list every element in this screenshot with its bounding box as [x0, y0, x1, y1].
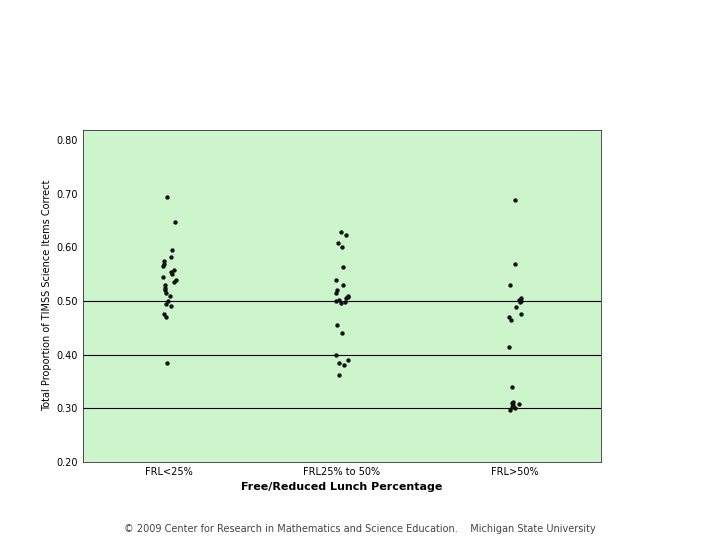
Point [338, 281, 349, 289]
Point [507, 401, 518, 410]
Point [331, 321, 343, 329]
Point [170, 218, 181, 226]
Point [161, 289, 172, 298]
Point [159, 281, 171, 289]
Point [161, 299, 172, 308]
Text: MN Students Overall Percent Correct on TIMSS 2007
Science Eighth Grade Test by P: MN Students Overall Percent Correct on T… [94, 17, 626, 80]
Point [163, 291, 175, 300]
Point [159, 286, 171, 295]
Point [158, 256, 170, 265]
Point [343, 292, 354, 301]
Point [515, 310, 526, 319]
Y-axis label: Total Proportion of TIMSS Science Items Correct: Total Proportion of TIMSS Science Items … [42, 180, 53, 411]
Point [503, 342, 514, 351]
Point [510, 303, 522, 312]
Point [338, 263, 349, 272]
Point [516, 294, 527, 302]
Point [161, 358, 173, 367]
Point [330, 296, 342, 305]
Point [340, 230, 351, 239]
Point [163, 296, 174, 305]
Point [333, 370, 345, 379]
Point [341, 294, 352, 302]
Point [515, 298, 526, 306]
Point [157, 273, 168, 281]
Point [510, 404, 521, 413]
Point [503, 313, 515, 321]
Point [158, 310, 170, 319]
Point [161, 313, 172, 321]
Point [505, 315, 516, 324]
Point [342, 356, 354, 364]
Point [508, 397, 519, 406]
Point [330, 275, 341, 284]
Point [506, 402, 518, 411]
Point [339, 298, 351, 306]
Point [507, 382, 518, 391]
Point [338, 361, 350, 369]
Point [343, 291, 354, 300]
Point [165, 302, 176, 310]
Point [509, 196, 521, 205]
Point [330, 289, 342, 298]
Point [336, 299, 347, 307]
Point [506, 399, 518, 407]
Point [510, 259, 521, 268]
Point [166, 246, 178, 254]
Point [168, 278, 179, 287]
Point [165, 252, 176, 261]
X-axis label: Free/Reduced Lunch Percentage: Free/Reduced Lunch Percentage [241, 482, 443, 492]
Point [332, 286, 343, 295]
Point [504, 406, 516, 414]
Point [330, 350, 341, 359]
Point [336, 228, 347, 237]
Point [170, 275, 181, 284]
Point [336, 329, 348, 338]
Point [333, 295, 345, 304]
Point [513, 295, 524, 304]
Point [165, 267, 176, 276]
Point [515, 296, 526, 305]
Point [159, 284, 171, 292]
Text: © 2009 Center for Research in Mathematics and Science Education.    Michigan Sta: © 2009 Center for Research in Mathematic… [124, 523, 596, 534]
Point [513, 400, 525, 408]
Point [336, 243, 348, 252]
Point [166, 270, 178, 279]
Point [332, 239, 343, 247]
Point [162, 192, 174, 201]
Point [333, 358, 344, 367]
Point [158, 262, 169, 271]
Point [505, 281, 516, 289]
Point [168, 266, 180, 274]
Point [158, 259, 170, 268]
